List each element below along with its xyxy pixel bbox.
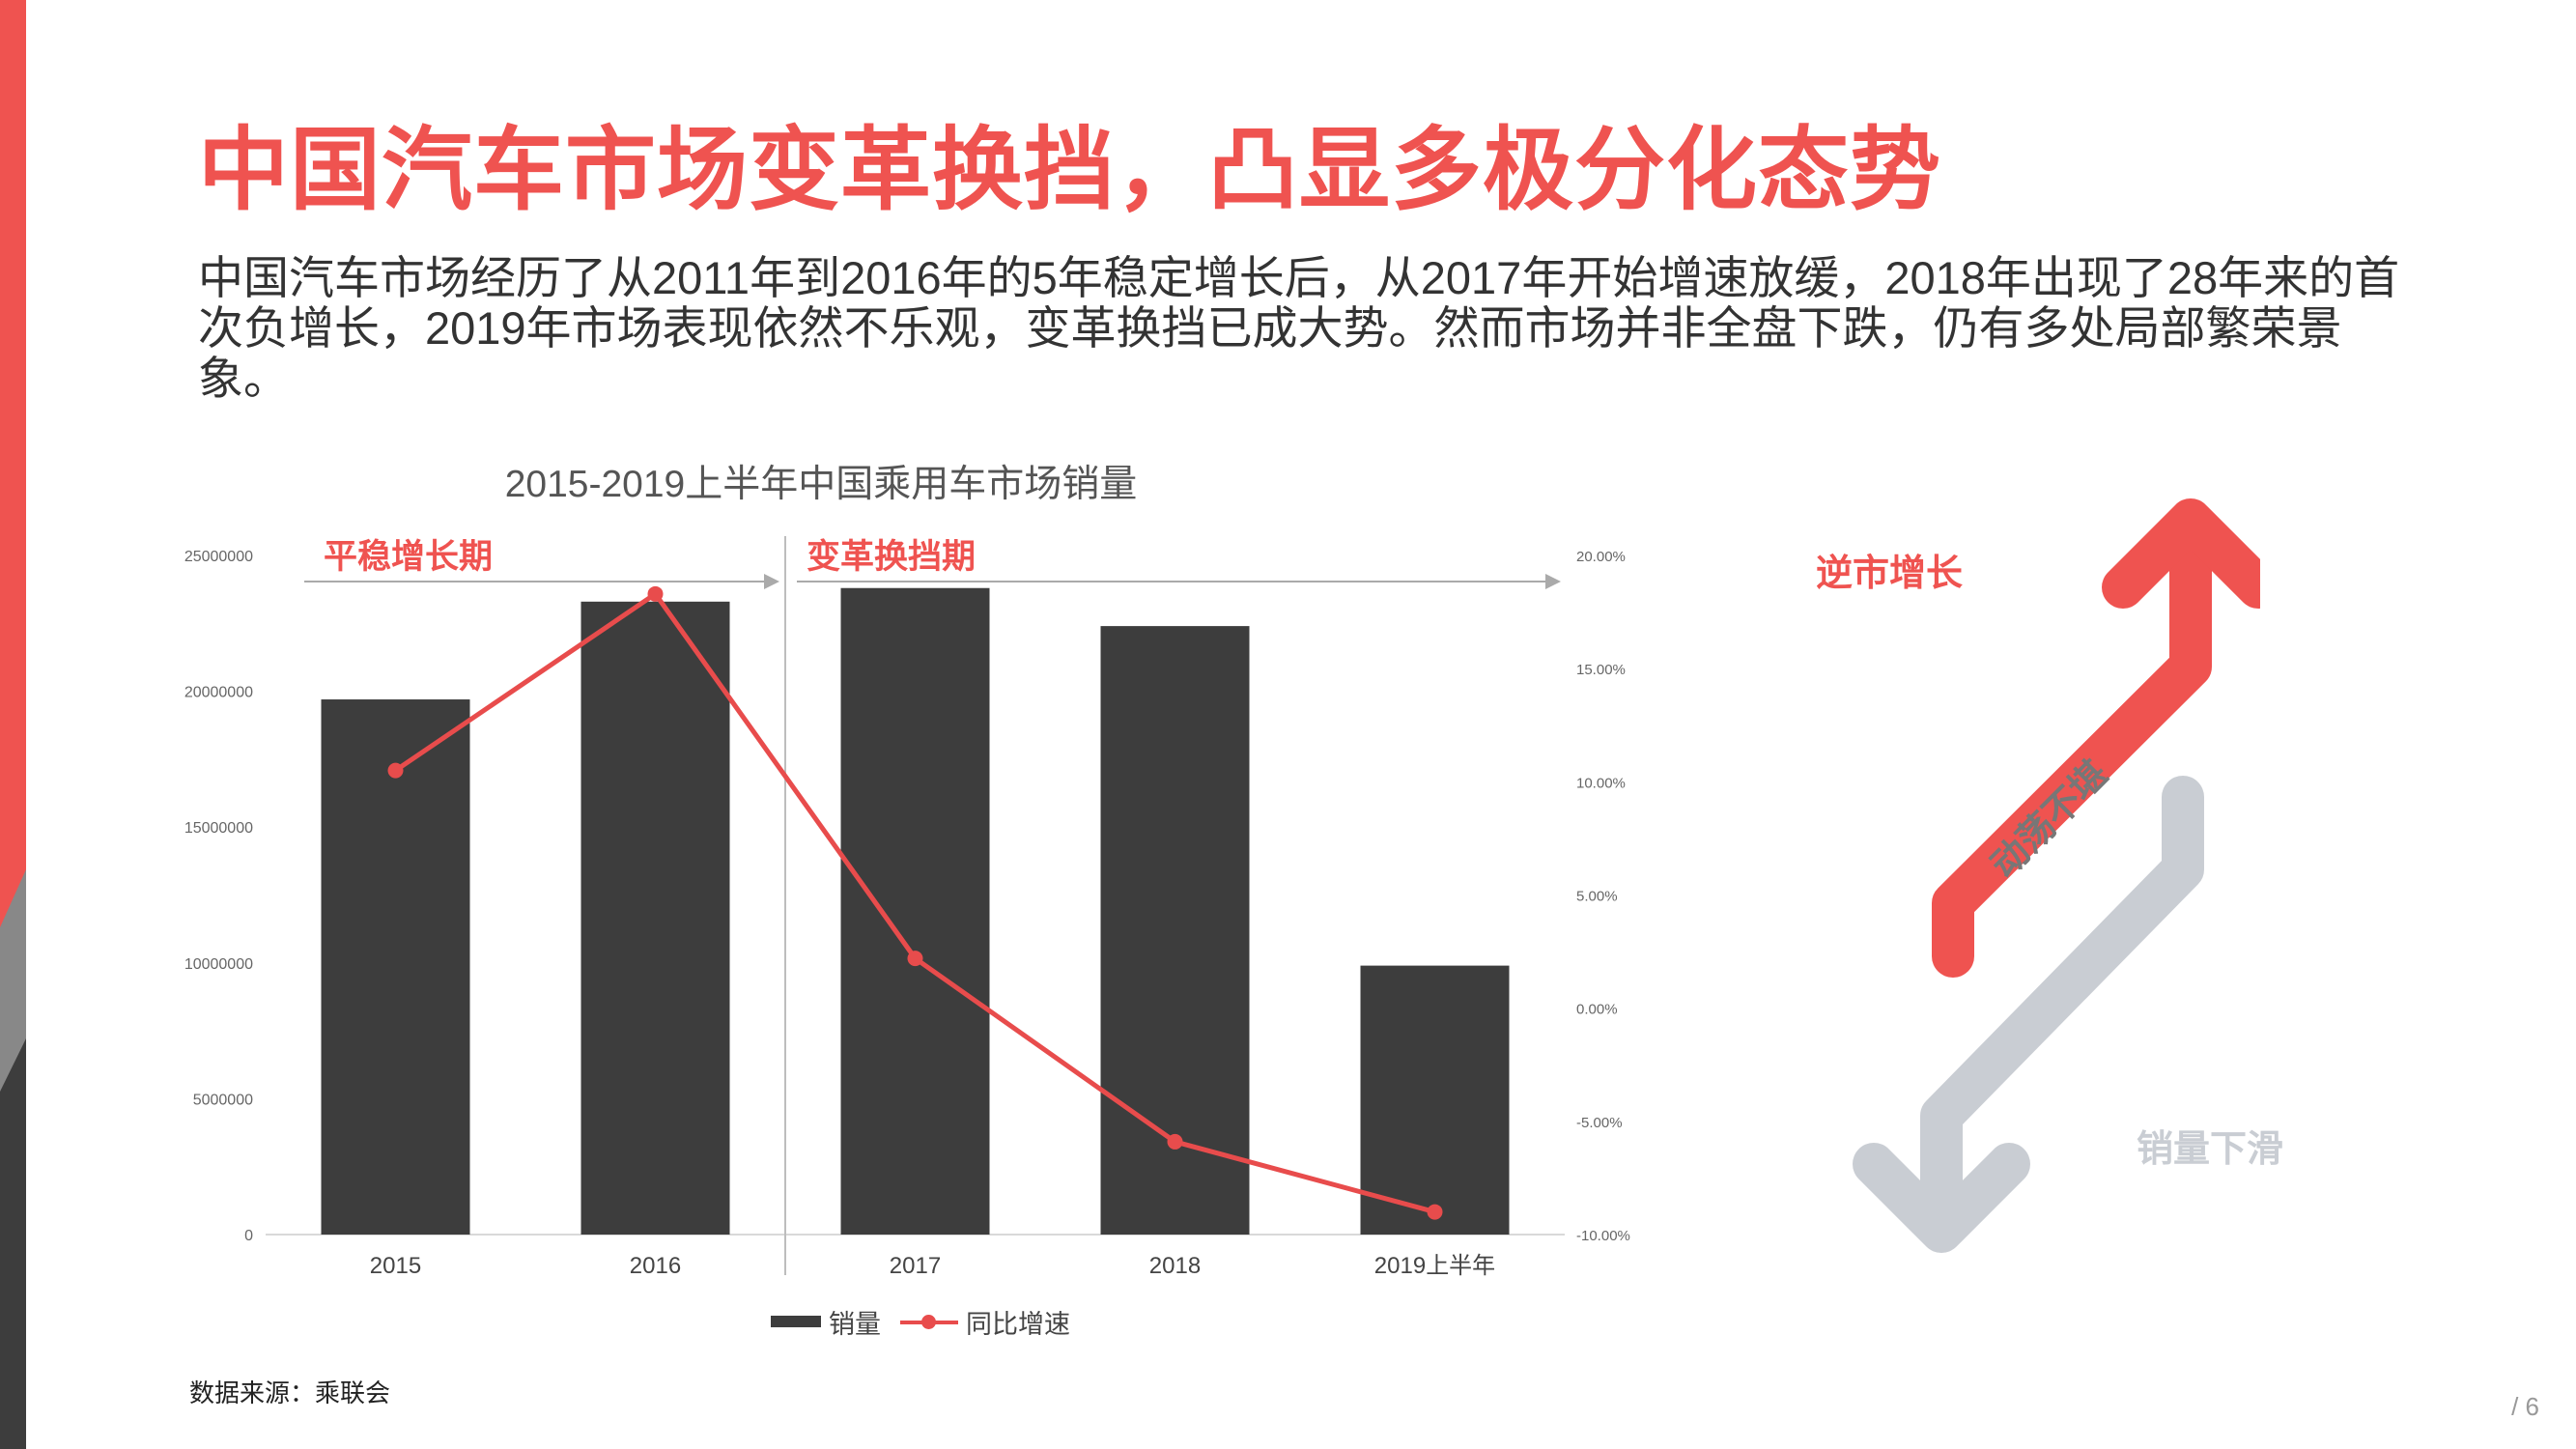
growth-point <box>387 762 404 779</box>
trend-label-up: 逆市增长 <box>1816 554 1964 594</box>
y-left-tick-label: 0 <box>244 1228 253 1244</box>
y-right-tick-label: 0.00% <box>1576 1002 1618 1018</box>
chart-title: 2015-2019上半年中国乘用车市场销量 <box>504 464 1138 505</box>
x-tick-label: 2015 <box>370 1253 421 1279</box>
growth-point <box>1167 1133 1183 1150</box>
x-tick-label: 2016 <box>630 1253 681 1279</box>
y-right-tick-label: 10.00% <box>1576 775 1626 791</box>
y-left-tick-label: 5000000 <box>193 1092 253 1108</box>
trend-arrows-illustration <box>1853 498 2260 1253</box>
data-source: 数据来源：乘联会 <box>189 1378 391 1407</box>
page-title: 中国汽车市场变革换挡，凸显多极分化态势 <box>198 119 1942 220</box>
legend-label-sales: 销量 <box>829 1309 881 1339</box>
up-arrow-icon <box>1932 498 2260 978</box>
y-right-tick-label: 20.00% <box>1576 549 1626 565</box>
legend-swatch-line <box>900 1312 958 1331</box>
down-arrow-icon <box>1853 776 2204 1253</box>
y-right-tick-label: 5.00% <box>1576 889 1618 905</box>
sales-chart: 0 5000000 10000000 15000000 20000000 25000000… <box>184 536 1630 1279</box>
y-right-tick-label: -5.00% <box>1576 1115 1623 1131</box>
bar-sales <box>321 699 470 1235</box>
phase-arrow-stable-head <box>764 574 779 589</box>
phase-label-stable: 平稳增长期 <box>324 538 494 576</box>
growth-point <box>1427 1204 1443 1220</box>
y-left-tick-label: 20000000 <box>184 685 253 701</box>
bar-sales <box>840 587 990 1235</box>
x-tick-label: 2017 <box>890 1253 941 1279</box>
y-left-tick-label: 25000000 <box>184 549 253 565</box>
y-left-tick-label: 10000000 <box>184 956 253 973</box>
y-right-tick-label: -10.00% <box>1576 1228 1630 1244</box>
trend-label-down: 销量下滑 <box>2137 1129 2284 1170</box>
page-number: / 6 <box>2511 1392 2539 1421</box>
legend-label-growth: 同比增速 <box>966 1309 1070 1339</box>
bar-sales <box>1360 965 1510 1235</box>
bar-sales <box>1100 626 1250 1235</box>
phase-arrow-shift-head <box>1545 574 1561 589</box>
x-tick-label: 2018 <box>1149 1253 1201 1279</box>
legend-swatch-bar <box>771 1316 821 1327</box>
legend-item-sales: 销量 <box>771 1303 881 1341</box>
bar-sales <box>580 601 730 1235</box>
y-left-tick-label: 15000000 <box>184 820 253 837</box>
y-right-tick-label: 15.00% <box>1576 662 1626 678</box>
growth-point <box>907 951 923 967</box>
side-accent-shapes <box>0 869 26 1449</box>
page-subtitle: 中国汽车市场经历了从2011年到2016年的5年稳定增长后，从2017年开始增速… <box>198 252 2400 404</box>
x-tick-label: 2019上半年 <box>1374 1253 1495 1279</box>
legend-item-growth: 同比增速 <box>900 1303 1070 1341</box>
chart-legend: 销量 同比增速 <box>771 1302 1070 1341</box>
phase-label-shift: 变革换挡期 <box>807 538 977 576</box>
growth-point <box>647 585 664 602</box>
